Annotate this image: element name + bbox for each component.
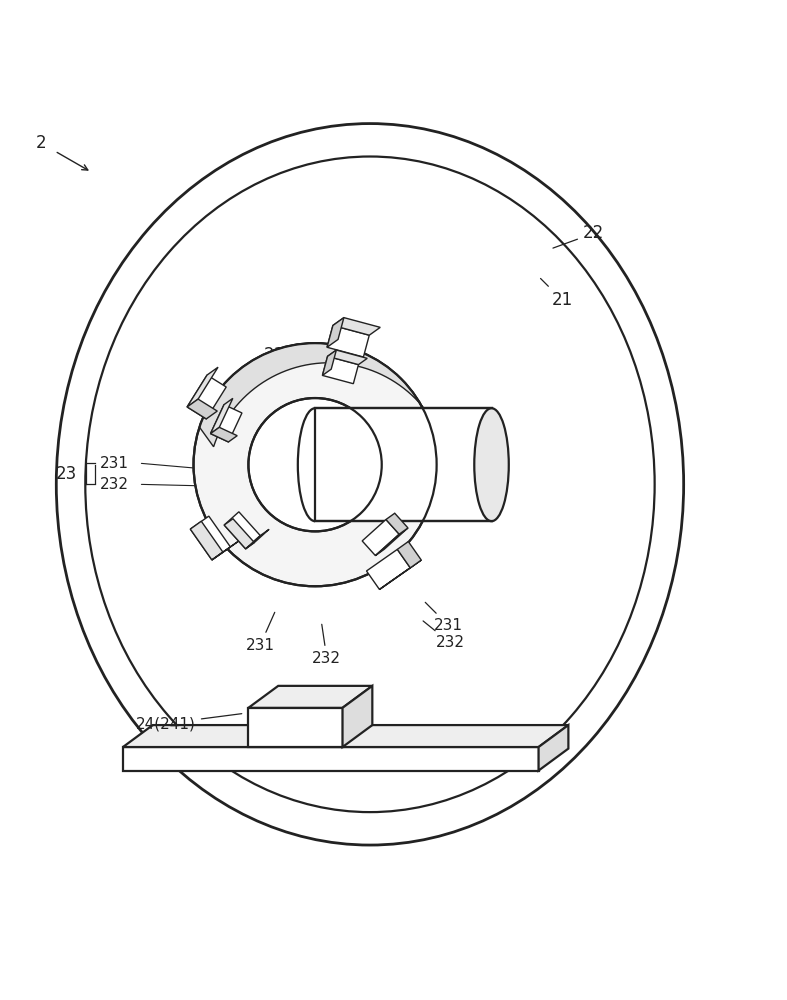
Text: 24(241): 24(241) [136, 714, 242, 731]
Text: 21: 21 [541, 278, 573, 309]
Polygon shape [323, 350, 336, 375]
Text: 231: 231 [246, 612, 275, 653]
Polygon shape [187, 375, 226, 419]
Polygon shape [199, 343, 445, 447]
Polygon shape [190, 516, 231, 560]
Ellipse shape [85, 157, 655, 812]
Polygon shape [249, 686, 372, 708]
Polygon shape [123, 725, 568, 747]
Text: 23: 23 [55, 465, 76, 483]
Text: 2: 2 [35, 134, 46, 152]
Polygon shape [375, 528, 408, 556]
Polygon shape [224, 512, 260, 549]
Polygon shape [210, 405, 242, 442]
Polygon shape [333, 318, 380, 335]
Polygon shape [123, 747, 538, 771]
Polygon shape [212, 539, 242, 560]
Polygon shape [256, 398, 384, 448]
Ellipse shape [249, 398, 382, 531]
Polygon shape [362, 520, 399, 556]
Polygon shape [187, 367, 218, 407]
Polygon shape [327, 325, 369, 357]
Polygon shape [323, 356, 358, 384]
Polygon shape [315, 408, 492, 521]
Polygon shape [327, 318, 344, 347]
Text: 211: 211 [264, 346, 296, 380]
Polygon shape [210, 427, 237, 442]
Ellipse shape [57, 124, 684, 845]
Polygon shape [246, 529, 269, 549]
Text: 231: 231 [99, 456, 128, 471]
Text: 232: 232 [99, 477, 128, 492]
Ellipse shape [475, 408, 508, 521]
Polygon shape [538, 725, 568, 771]
Polygon shape [210, 398, 233, 434]
Polygon shape [187, 399, 217, 419]
Polygon shape [367, 549, 410, 589]
Polygon shape [386, 513, 408, 534]
Polygon shape [249, 708, 342, 747]
Text: 22: 22 [553, 224, 604, 248]
Polygon shape [342, 686, 372, 747]
Text: 232: 232 [312, 624, 342, 666]
Polygon shape [379, 560, 421, 589]
Ellipse shape [194, 343, 437, 586]
Text: 232: 232 [423, 621, 464, 650]
Text: 231: 231 [425, 602, 463, 633]
Polygon shape [327, 350, 368, 365]
Polygon shape [224, 519, 254, 549]
Polygon shape [397, 542, 421, 568]
Polygon shape [190, 521, 223, 560]
